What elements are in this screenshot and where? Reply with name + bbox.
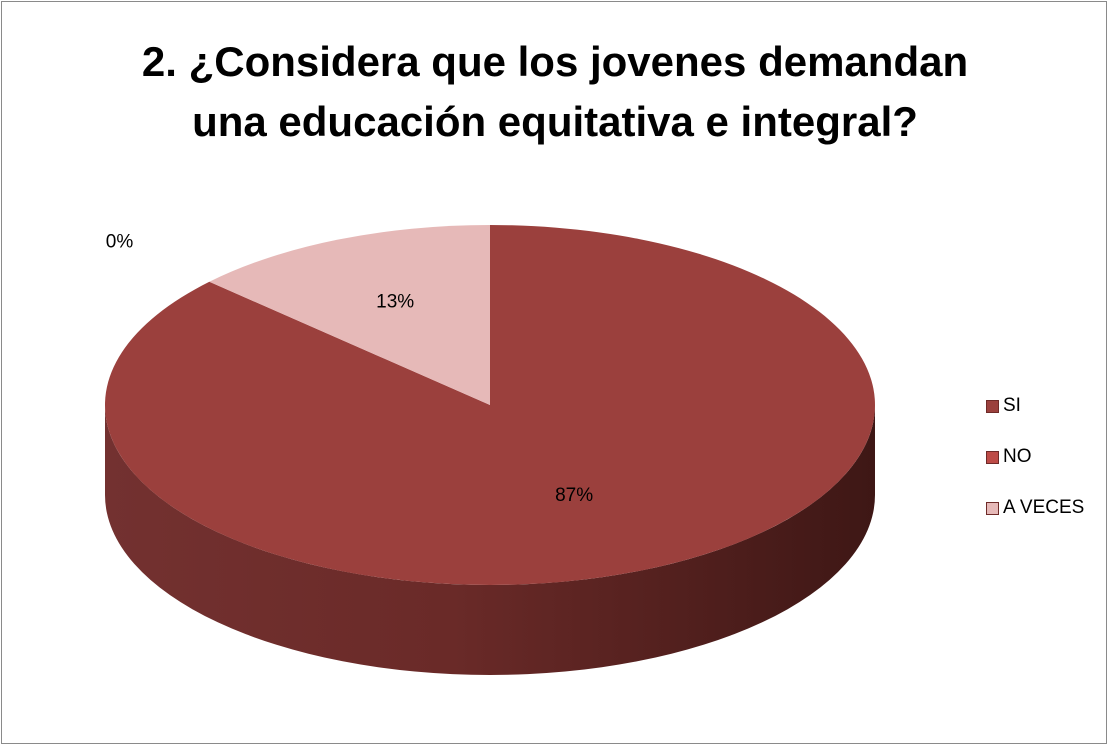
- legend-item-a-veces: A VECES: [986, 494, 1084, 522]
- data-label-si: 87%: [555, 485, 593, 506]
- data-label-a-veces: 13%: [376, 292, 414, 313]
- legend-label-no: NO: [1003, 446, 1032, 467]
- pie-side-face: [105, 405, 875, 675]
- legend-swatch-si: [986, 399, 999, 413]
- legend-swatch-a-veces: [986, 501, 999, 515]
- pie-top: [104, 225, 876, 585]
- pie-data-labels: 87% 0% 13%: [106, 231, 593, 506]
- pie-side-wall: [105, 405, 875, 675]
- chart-title-line-1: 2. ¿Considera que los jovenes demandan: [141, 38, 969, 85]
- legend-item-no: NO: [986, 443, 1084, 471]
- legend-swatch-no: [986, 450, 999, 464]
- legend-label-si: SI: [1003, 395, 1021, 416]
- pie-slice-a-veces: [209, 225, 490, 405]
- chart-title: 2. ¿Considera que los jovenes demandan u…: [0, 32, 1110, 152]
- legend-label-a-veces: A VECES: [1003, 497, 1085, 518]
- legend-item-si: SI: [986, 392, 1084, 420]
- legend: SI NO A VECES: [986, 392, 1084, 545]
- chart-title-line-2: una educación equitativa e integral?: [192, 98, 918, 145]
- data-label-no: 0%: [106, 231, 134, 252]
